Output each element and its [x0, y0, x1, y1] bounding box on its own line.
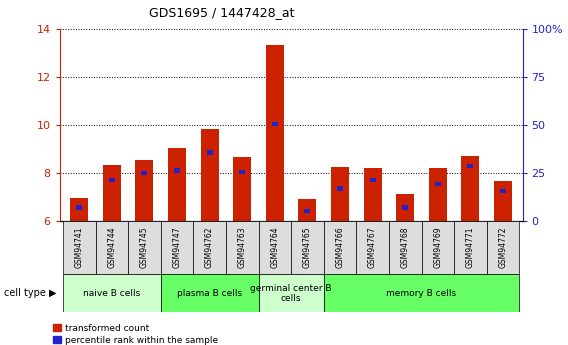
FancyBboxPatch shape [389, 221, 421, 274]
Bar [103, 165, 121, 221]
Bar [331, 167, 349, 221]
Bar [364, 168, 382, 221]
Bar [500, 189, 506, 193]
Bar [429, 168, 447, 221]
FancyBboxPatch shape [421, 221, 454, 274]
Bar [298, 199, 316, 221]
Text: germinal center B
cells: germinal center B cells [250, 284, 332, 303]
Text: GDS1695 / 1447428_at: GDS1695 / 1447428_at [149, 6, 294, 19]
Bar [435, 181, 441, 186]
FancyBboxPatch shape [193, 221, 226, 274]
Bar [396, 195, 414, 221]
Text: GSM94762: GSM94762 [205, 227, 214, 268]
Bar [201, 129, 219, 221]
Text: GSM94772: GSM94772 [499, 227, 507, 268]
FancyBboxPatch shape [291, 221, 324, 274]
FancyBboxPatch shape [161, 274, 258, 312]
FancyBboxPatch shape [487, 221, 519, 274]
FancyBboxPatch shape [356, 221, 389, 274]
Text: GSM94769: GSM94769 [433, 227, 442, 268]
Bar [272, 122, 278, 126]
FancyBboxPatch shape [258, 274, 324, 312]
Text: cell type ▶: cell type ▶ [5, 288, 57, 298]
Bar [174, 168, 180, 173]
Bar [402, 206, 408, 210]
Legend: transformed count, percentile rank within the sample: transformed count, percentile rank withi… [53, 324, 218, 345]
Bar [304, 209, 310, 213]
Bar [135, 160, 153, 221]
Bar [207, 150, 212, 155]
FancyBboxPatch shape [324, 274, 519, 312]
FancyBboxPatch shape [258, 221, 291, 274]
Text: plasma B cells: plasma B cells [177, 289, 242, 298]
Text: naive B cells: naive B cells [83, 289, 140, 298]
Bar [494, 181, 512, 221]
FancyBboxPatch shape [95, 221, 128, 274]
Bar [370, 178, 375, 182]
Bar [337, 186, 343, 191]
Bar [233, 157, 251, 221]
Bar [461, 156, 479, 221]
Bar [239, 170, 245, 174]
Text: GSM94767: GSM94767 [368, 227, 377, 268]
FancyBboxPatch shape [226, 221, 258, 274]
Bar [109, 178, 115, 182]
Bar [467, 164, 473, 168]
Text: GSM94747: GSM94747 [173, 227, 182, 268]
Bar [70, 198, 88, 221]
Bar [266, 45, 284, 221]
FancyBboxPatch shape [63, 221, 95, 274]
FancyBboxPatch shape [128, 221, 161, 274]
Text: GSM94768: GSM94768 [400, 227, 410, 268]
FancyBboxPatch shape [63, 274, 161, 312]
Text: GSM94766: GSM94766 [336, 227, 345, 268]
Text: GSM94765: GSM94765 [303, 227, 312, 268]
Bar [141, 171, 147, 175]
Text: GSM94764: GSM94764 [270, 227, 279, 268]
Text: GSM94763: GSM94763 [237, 227, 247, 268]
Text: GSM94771: GSM94771 [466, 227, 475, 268]
FancyBboxPatch shape [161, 221, 193, 274]
Text: GSM94741: GSM94741 [75, 227, 83, 268]
Bar [76, 206, 82, 210]
Bar [168, 148, 186, 221]
Text: GSM94744: GSM94744 [107, 227, 116, 268]
Text: GSM94745: GSM94745 [140, 227, 149, 268]
FancyBboxPatch shape [324, 221, 356, 274]
FancyBboxPatch shape [454, 221, 487, 274]
Text: memory B cells: memory B cells [386, 289, 457, 298]
